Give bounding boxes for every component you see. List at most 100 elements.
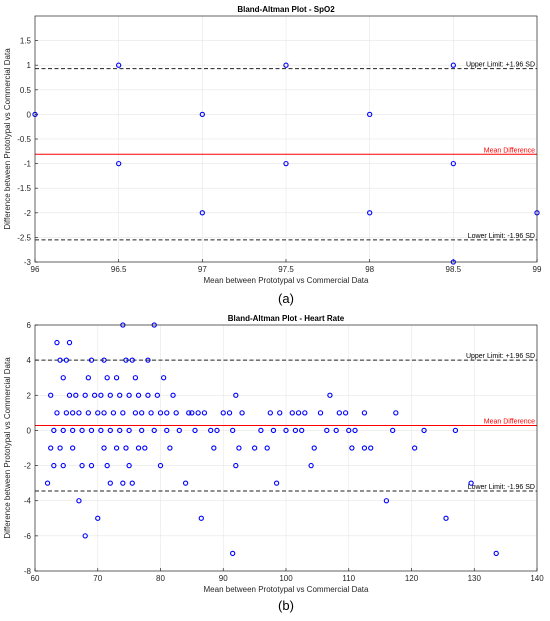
- data-point: [95, 410, 101, 416]
- data-point: [129, 357, 135, 363]
- data-point: [107, 480, 113, 486]
- data-point: [70, 410, 76, 416]
- data-point: [211, 445, 217, 451]
- data-point: [157, 410, 164, 416]
- data-point: [199, 210, 205, 216]
- data-point: [113, 375, 120, 381]
- data-point: [267, 410, 273, 416]
- y-tick-label: -3: [24, 258, 32, 267]
- data-point: [258, 427, 264, 434]
- data-point: [342, 410, 349, 416]
- data-point: [421, 427, 427, 434]
- data-point: [411, 445, 418, 451]
- chart-0: 96 96.5 97 97.5 98 98.5 99 -3 -2.5 -2 -1.5 -1 -0.5 0 0…: [3, 5, 542, 306]
- x-tick-label: 60: [31, 574, 40, 583]
- data-point: [88, 427, 95, 434]
- y-tick-label: 0: [27, 110, 32, 119]
- axes-frame: [34, 15, 538, 263]
- y-axis-label: Difference between Prototypal vs Commerc…: [3, 48, 12, 230]
- data-point: [283, 62, 289, 68]
- data-point: [54, 410, 60, 416]
- y-tick-label: 1: [27, 61, 32, 70]
- y-tick-label: -1: [24, 160, 32, 169]
- x-tick-label: 90: [219, 574, 228, 583]
- data-point: [198, 515, 204, 521]
- data-point: [76, 498, 82, 504]
- data-point: [79, 427, 85, 434]
- data-point: [493, 550, 499, 557]
- y-axis-label: Difference between Prototypal vs Commerc…: [3, 357, 12, 539]
- data-point: [390, 427, 396, 434]
- data-point: [452, 427, 459, 434]
- data-point: [116, 160, 122, 167]
- data-point: [361, 410, 368, 416]
- data-point: [120, 410, 126, 416]
- data-point: [230, 550, 236, 557]
- data-point: [151, 427, 157, 434]
- chart-title: Bland-Altman Plot - SpO2: [237, 5, 335, 14]
- data-point: [299, 427, 305, 434]
- data-point: [450, 62, 456, 68]
- data-point: [126, 392, 132, 398]
- data-point: [157, 462, 164, 469]
- data-point: [76, 410, 82, 416]
- data-point: [173, 410, 179, 416]
- data-point: [176, 427, 182, 434]
- data-point: [383, 498, 390, 504]
- data-point: [107, 392, 113, 398]
- data-point: [48, 392, 54, 398]
- data-point: [101, 357, 107, 363]
- x-tick-label: 70: [93, 574, 102, 583]
- figure-caption: (a): [278, 291, 294, 306]
- y-tick-label: 0.5: [20, 86, 32, 95]
- x-tick-label: 110: [342, 574, 355, 583]
- data-point: [60, 375, 66, 381]
- data-point: [98, 427, 104, 434]
- data-point: [44, 480, 51, 486]
- data-point: [101, 445, 107, 451]
- y-tick-label: 6: [27, 321, 32, 330]
- x-tick-label: 140: [530, 574, 544, 583]
- data-point: [292, 427, 299, 434]
- data-point: [189, 410, 195, 416]
- data-point: [182, 480, 189, 486]
- data-point: [51, 462, 57, 469]
- data-point: [104, 462, 110, 469]
- data-point: [73, 392, 79, 398]
- data-point: [145, 357, 151, 363]
- data-point: [167, 445, 173, 451]
- data-point: [333, 427, 339, 434]
- data-point: [54, 339, 60, 346]
- y-tick-label: -2.5: [17, 233, 31, 242]
- data-point: [116, 62, 122, 68]
- data-point: [170, 392, 176, 398]
- y-tick-label: 1.5: [20, 37, 32, 46]
- axes-frame: [34, 324, 538, 572]
- data-point: [349, 445, 355, 451]
- data-point: [85, 375, 91, 381]
- y-tick-label: 2: [27, 391, 32, 400]
- data-point: [264, 445, 270, 451]
- lower-limit-label: Lower Limit: -1.96 SD: [468, 233, 535, 240]
- data-series: [44, 322, 499, 557]
- data-point: [66, 339, 73, 346]
- data-point: [308, 462, 314, 469]
- upper-limit-label: Upper Limit: +1.96 SD: [466, 353, 535, 360]
- data-point: [123, 357, 129, 363]
- data-point: [311, 445, 317, 451]
- data-point: [233, 392, 239, 398]
- data-point: [361, 445, 368, 451]
- data-point: [214, 427, 220, 434]
- data-point: [367, 111, 373, 118]
- data-point: [226, 410, 233, 416]
- data-point: [336, 410, 342, 416]
- data-point: [148, 410, 154, 416]
- data-point: [57, 445, 63, 451]
- chart-1: 60 70 80 90 100 110 120 130 140 -8 -6 -4 -2 0 2 4 6 Upper…: [3, 314, 544, 613]
- data-point: [295, 410, 302, 416]
- data-point: [154, 392, 161, 398]
- data-point: [230, 427, 236, 434]
- data-point: [63, 357, 70, 363]
- data-point: [107, 427, 113, 434]
